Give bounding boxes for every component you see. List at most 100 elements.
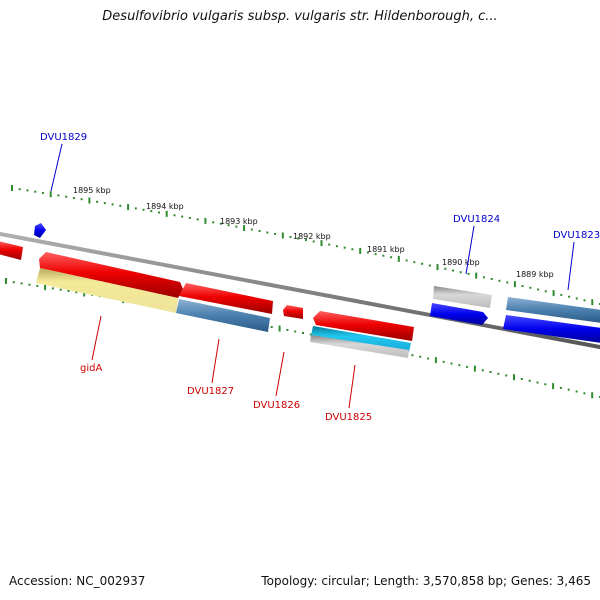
- inner-scale-tick: [36, 284, 39, 287]
- scale-label-1892: 1892 kbp: [293, 232, 331, 241]
- outer-scale-tick: [490, 278, 493, 280]
- gene-dvu1826[interactable]: [283, 305, 303, 319]
- outer-scale-tick: [119, 204, 122, 207]
- gene-dvu1827[interactable]: [176, 299, 270, 332]
- outer-scale-tick: [537, 288, 540, 291]
- accession-text: Accession: NC_002937: [9, 574, 146, 588]
- outer-scale-tick: [219, 222, 222, 225]
- outer-scale-tick: [475, 272, 478, 279]
- outer-scale-tick: [583, 299, 586, 302]
- scale-label-1894: 1894 kbp: [146, 202, 184, 211]
- outer-scale-tick: [506, 281, 509, 284]
- outer-scale-tick: [328, 243, 331, 246]
- gene-left-partial[interactable]: [0, 241, 23, 260]
- outer-scale-tick: [335, 245, 338, 248]
- gene-dvu1827-forward[interactable]: [179, 283, 273, 314]
- outer-scale-tick: [250, 228, 253, 231]
- inner-scale-tick: [505, 374, 508, 377]
- outer-scale-tick: [390, 256, 393, 259]
- gene-dvu1829[interactable]: [34, 223, 46, 238]
- gene-dvu1825[interactable]: [311, 326, 411, 352]
- outer-scale-tick: [88, 197, 91, 204]
- outer-scale-tick: [103, 202, 106, 205]
- outer-scale-tick: [444, 267, 447, 270]
- inner-scale-tick: [591, 392, 594, 399]
- outer-scale-tick: [413, 261, 416, 264]
- outer-scale-tick: [227, 224, 230, 227]
- gene-label-dvu1829[interactable]: DVU1829: [40, 132, 87, 143]
- gene-label-dvu1826[interactable]: DVU1826: [253, 400, 300, 411]
- gene-dvu1823-steel[interactable]: [506, 297, 600, 323]
- genome-backbone: [0, 231, 600, 350]
- inner-scale-tick: [44, 284, 47, 291]
- outer-scale-tick: [111, 203, 114, 206]
- gene-gida-forward[interactable]: [39, 252, 183, 298]
- inner-scale-tick: [59, 288, 62, 291]
- outer-scale-tick: [452, 269, 454, 272]
- outer-scale-tick: [521, 285, 524, 287]
- outer-scale-tick: [212, 221, 215, 224]
- gene-gida[interactable]: [36, 268, 178, 313]
- outer-scale-tick: [575, 297, 578, 300]
- outer-scale-tick: [150, 210, 153, 213]
- scale-labels: 1895 kbp 1894 kbp 1893 kbp 1892 kbp 1891…: [73, 186, 554, 279]
- inner-scale-tick: [575, 390, 578, 393]
- inner-scale-tick: [528, 379, 531, 382]
- inner-scale-tick: [5, 278, 7, 284]
- outer-scale-tick: [289, 236, 292, 238]
- inner-scale-tick: [450, 362, 453, 365]
- genome-info-text: Topology: circular; Length: 3,570,858 bp…: [261, 574, 591, 588]
- inner-scale-tick: [20, 282, 23, 285]
- outer-scale-tick: [366, 251, 369, 254]
- gene-label-dvu1825[interactable]: DVU1825: [325, 412, 372, 423]
- outer-scale-tick: [57, 194, 60, 197]
- outer-scale-tick: [421, 262, 424, 265]
- inner-scale-tick: [442, 360, 445, 363]
- outer-scale-tick: [482, 276, 485, 279]
- inner-scale-tick: [270, 326, 273, 328]
- gene-label-dvu1824[interactable]: DVU1824: [453, 214, 500, 225]
- outer-scale-tick: [204, 217, 207, 224]
- gene-label-dvu1823[interactable]: DVU1823: [553, 230, 600, 241]
- outer-scale-tick: [18, 188, 21, 191]
- inner-scale-tick: [466, 365, 469, 368]
- outer-scale-tick: [235, 225, 238, 228]
- outer-scale-tick: [544, 290, 547, 293]
- outer-scale-tick: [134, 207, 137, 210]
- scale-label-1895: 1895 kbp: [73, 186, 111, 195]
- inner-scale-tick: [513, 374, 515, 381]
- inner-scale-tick: [536, 381, 539, 384]
- gene-dvu1824[interactable]: [430, 303, 488, 325]
- outer-scale-tick: [72, 197, 75, 199]
- inner-scale-tick: [309, 333, 312, 336]
- inner-scale-tick: [434, 357, 437, 364]
- scale-label-1890: 1890 kbp: [442, 258, 480, 267]
- gene-label-leaders: [50, 143, 575, 409]
- outer-scale-tick: [374, 253, 377, 256]
- inner-scale-tick: [567, 388, 570, 391]
- inner-scale-tick: [544, 383, 547, 386]
- outer-scale-tick: [258, 230, 261, 232]
- gene-label-gida[interactable]: gidA: [80, 363, 102, 374]
- outer-scale-ticks: [11, 185, 600, 306]
- outer-scale-tick: [26, 189, 29, 192]
- inner-scale-tick: [286, 329, 289, 331]
- outer-scale-tick: [436, 264, 439, 271]
- outer-scale-tick: [243, 225, 246, 232]
- outer-scale-tick: [158, 211, 160, 214]
- gene-label-dvu1827[interactable]: DVU1827: [187, 386, 234, 397]
- inner-scale-tick: [481, 369, 484, 372]
- gene-dvu1823[interactable]: [503, 315, 600, 343]
- outer-scale-tick: [513, 281, 516, 288]
- inner-scale-tick: [302, 332, 304, 334]
- gene-dvu1825-grey[interactable]: [310, 335, 409, 358]
- outer-scale-tick: [96, 200, 99, 203]
- outer-scale-tick: [397, 255, 400, 262]
- outer-scale-tick: [560, 293, 563, 296]
- outer-scale-tick: [305, 239, 307, 241]
- gene-dvu1824-grey[interactable]: [433, 286, 492, 308]
- outer-scale-tick: [382, 254, 385, 257]
- gene-dvu1825-forward[interactable]: [313, 311, 414, 341]
- outer-scale-tick: [343, 246, 346, 249]
- outer-scale-tick: [41, 191, 44, 194]
